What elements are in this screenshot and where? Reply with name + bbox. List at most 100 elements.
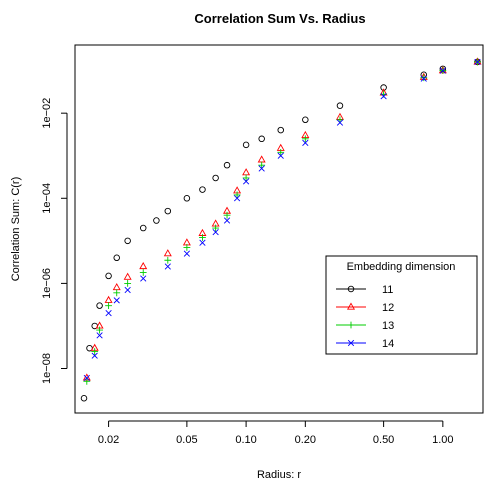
data-point: [124, 237, 131, 245]
data-point: [124, 286, 131, 294]
legend-marker: [347, 285, 355, 293]
data-point: [113, 254, 120, 262]
data-point: [233, 195, 241, 202]
data-point: [139, 224, 147, 232]
data-point: [164, 263, 171, 270]
data-point: [96, 326, 103, 334]
data-point: [164, 207, 172, 215]
data-point: [277, 126, 284, 134]
data-point: [105, 310, 112, 317]
data-point: [258, 165, 265, 172]
series-14: [83, 58, 481, 382]
x-axis: 0.02 0.05 0.10 0.20 0.50 1.00: [98, 420, 454, 446]
data-point: [80, 394, 88, 402]
y-tick-label: 1e−02: [41, 98, 53, 129]
data-point: [123, 272, 132, 280]
data-point: [277, 148, 285, 156]
data-point: [104, 295, 113, 303]
data-point: [258, 135, 265, 143]
data-point: [91, 348, 99, 355]
legend-label: 14: [382, 338, 394, 350]
data-point: [105, 272, 112, 280]
x-axis-label: Radius: r: [257, 469, 301, 481]
legend-marker: [347, 321, 355, 329]
legend-item: 11: [336, 284, 393, 296]
legend-items: 11 12 13 14: [336, 284, 394, 350]
data-point: [212, 229, 219, 236]
x-tick-label: 0.20: [295, 434, 316, 446]
legend-box: [325, 255, 478, 355]
y-tick-label: 1e−06: [41, 268, 53, 299]
data-point: [420, 74, 428, 82]
legend-item: 12: [336, 302, 394, 314]
data-point: [153, 217, 160, 224]
data-point: [91, 352, 98, 359]
data-point: [113, 297, 120, 304]
series-layer: [80, 57, 482, 402]
legend-marker: [346, 302, 356, 310]
y-axis: 1e−08 1e−06 1e−04 1e−02: [41, 98, 68, 384]
x-tick-label: 0.05: [176, 434, 197, 446]
legend-item: 13: [336, 320, 394, 332]
chart-title: Correlation Sum Vs. Radius: [194, 11, 365, 26]
data-point: [277, 152, 284, 159]
data-point: [124, 279, 132, 287]
data-point: [183, 250, 190, 257]
data-point: [301, 135, 309, 143]
legend-marker: [347, 339, 355, 347]
data-point: [380, 84, 387, 91]
y-axis-label: Correlation Sum: C(r): [10, 177, 22, 282]
data-point: [420, 75, 427, 82]
data-point: [212, 174, 219, 182]
legend-label: 11: [382, 284, 393, 296]
plot-frame: [74, 44, 484, 414]
legend-label: 12: [382, 302, 394, 314]
series-13: [83, 58, 481, 385]
legend-item: 14: [336, 338, 394, 350]
data-point: [96, 302, 103, 309]
data-point: [140, 275, 147, 282]
data-point: [258, 161, 266, 169]
data-point: [223, 211, 231, 219]
data-point: [242, 168, 251, 176]
data-point: [83, 377, 91, 385]
legend-title: Embedding dimension: [347, 261, 456, 273]
data-point: [139, 269, 147, 276]
data-point: [96, 332, 103, 339]
data-point: [233, 191, 241, 199]
data-point: [439, 67, 446, 74]
x-tick-label: 0.02: [98, 434, 119, 446]
data-point: [199, 239, 206, 246]
x-tick-label: 0.50: [373, 434, 394, 446]
data-point: [83, 374, 90, 382]
y-tick-label: 1e−04: [41, 183, 53, 214]
data-point: [139, 261, 148, 270]
data-point: [183, 195, 191, 202]
data-point: [113, 289, 121, 297]
legend: Embedding dimension 11 12 13 14: [325, 255, 478, 355]
data-point: [336, 119, 344, 126]
data-point: [105, 302, 112, 310]
data-point: [223, 161, 231, 169]
data-point: [257, 155, 266, 163]
data-point: [302, 116, 309, 124]
data-point: [223, 217, 231, 224]
legend-label: 13: [382, 320, 394, 332]
data-point: [380, 93, 387, 100]
y-tick-label: 1e−08: [41, 353, 53, 384]
data-point: [242, 178, 250, 185]
data-point: [212, 224, 220, 232]
data-point: [183, 244, 191, 251]
data-point: [199, 234, 206, 241]
data-point: [199, 186, 206, 193]
data-point: [242, 174, 250, 182]
data-point: [302, 139, 309, 147]
x-tick-label: 0.10: [235, 434, 256, 446]
data-point: [112, 282, 121, 291]
data-point: [163, 249, 172, 257]
data-point: [164, 256, 172, 264]
data-point: [242, 141, 250, 149]
x-tick-label: 1.00: [432, 434, 453, 446]
data-point: [336, 102, 344, 109]
